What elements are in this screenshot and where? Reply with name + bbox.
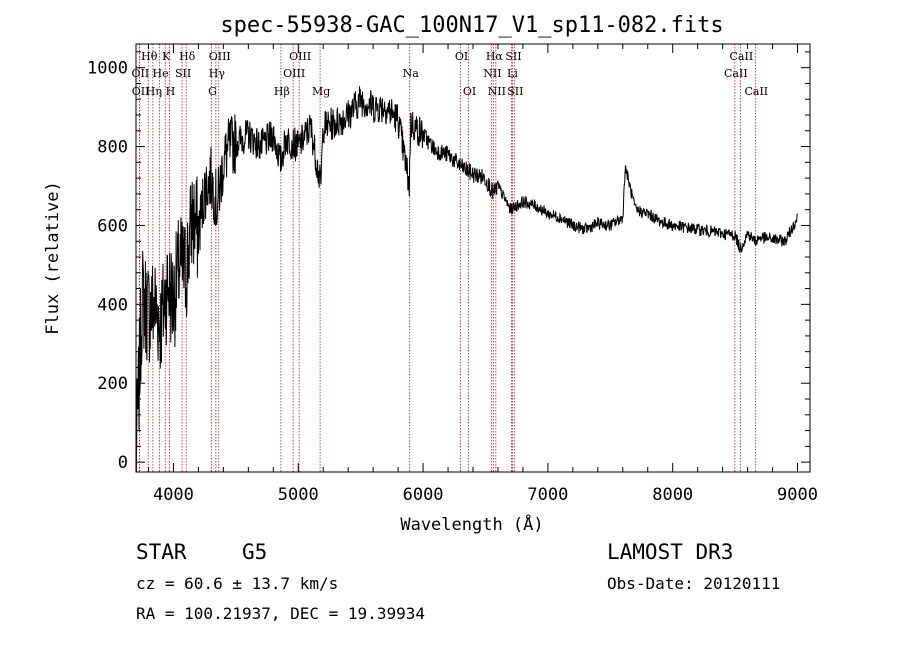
- x-axis-label: Wavelength (Å): [400, 513, 543, 535]
- line-marker-label: OII: [132, 67, 150, 80]
- x-tick-label: 5000: [278, 485, 319, 505]
- line-marker-label: OIII: [209, 50, 231, 63]
- x-tick-label: 9000: [777, 485, 818, 505]
- line-marker-label: SII: [505, 50, 521, 63]
- line-marker-label: Hθ: [141, 50, 158, 63]
- line-marker-label: He: [153, 67, 169, 80]
- series-group: [135, 86, 798, 473]
- y-tick-label: 400: [97, 295, 128, 315]
- line-marker-label: NII: [483, 67, 501, 80]
- y-axis-label: Flux (relative): [43, 181, 63, 335]
- x-tick-label: 4000: [153, 485, 194, 505]
- line-marker-label: SII: [175, 67, 191, 80]
- chart-title: spec-55938-GAC_100N17_V1_sp11-082.fits: [220, 13, 723, 38]
- line-marker-label: G: [208, 85, 217, 98]
- line-marker-label: CaII: [724, 67, 748, 80]
- x-tick-label: 8000: [652, 485, 693, 505]
- y-tick-label: 600: [97, 216, 128, 236]
- redshift-velocity: cz = 60.6 ± 13.7 km/s: [136, 574, 339, 593]
- line-marker-label: OIII: [283, 67, 305, 80]
- object-subclass: G5: [242, 540, 268, 564]
- plot-frame: [135, 43, 811, 473]
- x-tick-label: 7000: [527, 485, 568, 505]
- y-tick-label: 200: [97, 374, 128, 394]
- line-marker-label: K: [162, 50, 171, 63]
- line-marker-label: Na: [403, 67, 420, 80]
- line-marker-label: Li: [507, 67, 518, 80]
- x-axis-ticks: 4000 5000 6000 7000 8000 9000: [147, 44, 818, 505]
- line-marker-label: OIII: [289, 50, 311, 63]
- series-flux-line: [135, 86, 798, 473]
- line-marker-label: OI: [455, 50, 468, 63]
- line-marker-label: Hη: [146, 85, 162, 98]
- line-marker-label: Hγ: [209, 67, 226, 80]
- line-marker-label: NII: [488, 85, 506, 98]
- survey-name: LAMOST DR3: [607, 540, 734, 564]
- sky-coordinates: RA = 100.21937, DEC = 19.39934: [136, 604, 425, 623]
- y-tick-label: 1000: [87, 59, 128, 79]
- line-marker-label: CaII: [744, 85, 768, 98]
- object-class: STAR: [136, 540, 187, 564]
- y-axis-ticks: 0 200 400 600 800 1000: [87, 51, 810, 473]
- y-tick-label: 0: [118, 453, 128, 473]
- y-tick-label: 800: [97, 138, 128, 158]
- line-marker-label: Mg: [312, 85, 330, 98]
- line-marker-label: CaII: [730, 50, 754, 63]
- line-marker-label: Hδ: [179, 50, 196, 63]
- line-marker-label: OI: [463, 85, 476, 98]
- line-marker-label: SII: [507, 85, 523, 98]
- line-marker-label: H: [166, 85, 176, 98]
- x-tick-label: 6000: [403, 485, 444, 505]
- line-marker-label: Hα: [486, 50, 504, 63]
- observation-date: Obs-Date: 20120111: [607, 574, 781, 593]
- line-marker-label: Hβ: [274, 85, 290, 98]
